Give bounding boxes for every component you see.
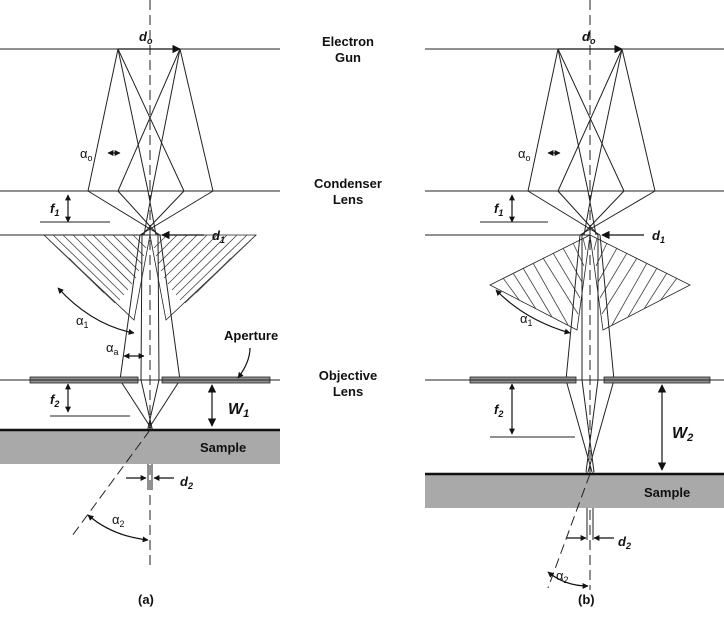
alpha-1-label-a: α1 (76, 313, 89, 330)
d2-label-b: d2 (618, 534, 631, 551)
alpha-o-label-a: αo (80, 146, 93, 163)
electron-gun-label-line2: Gun (335, 50, 361, 65)
aperture-leader (237, 347, 251, 379)
sample-block (0, 430, 280, 464)
d1-label-b: d1 (652, 228, 665, 245)
f1-label-a: f1 (50, 201, 59, 218)
d2-label-a: d2 (180, 474, 193, 491)
alpha-1-label-b: α1 (520, 311, 533, 328)
alpha-1-arc-b (495, 289, 571, 335)
panel-b: do αo f1 d1 α1 f2 W2 Sample d2 α2 (b) (425, 0, 724, 607)
alpha-2-label-b: α2 (556, 568, 569, 585)
condenser-rays (87, 48, 214, 236)
condenser-rays-b (527, 48, 656, 236)
d-o-label-b: do (582, 29, 596, 46)
alpha-a-label-a: αa (106, 340, 119, 357)
caption-a: (a) (138, 592, 154, 607)
aperture-label: Aperture (224, 328, 278, 343)
objective-rays-b (565, 234, 615, 540)
alpha-2-arc-b (547, 571, 589, 589)
objective-rays (119, 234, 181, 490)
objective-lens-label-line2: Lens (333, 384, 363, 399)
electron-gun-label-line1: Electron (322, 34, 374, 49)
sample-label-b: Sample (644, 485, 690, 500)
alpha-2-arc (87, 514, 149, 543)
d-o-label-a: do (139, 29, 153, 46)
w-label-b: W2 (672, 425, 693, 444)
w-label-a: W1 (228, 401, 249, 420)
alpha-o-label-b: αo (518, 146, 531, 163)
center-labels: Electron Gun Condenser Lens Objective Le… (314, 34, 382, 399)
d1-label-a: d1 (212, 228, 225, 245)
f2-label-a: f2 (50, 392, 59, 409)
alpha-2-label-a: α2 (112, 512, 125, 529)
condenser-lens-label-line2: Lens (333, 192, 363, 207)
caption-b: (b) (578, 592, 595, 607)
objective-lens-label-line1: Objective (319, 368, 378, 383)
alpha-2-dashed-ray (71, 429, 151, 537)
alpha-2-dashed-ray-b (547, 473, 591, 589)
sample-block-b (425, 474, 724, 508)
condenser-lens-label-line1: Condenser (314, 176, 382, 191)
alpha-1-arc (57, 287, 135, 335)
f2-label-b: f2 (494, 402, 503, 419)
sample-label-a: Sample (200, 440, 246, 455)
panel-a: do αo f1 d1 α1 αa Aperture f2 W1 Sample … (0, 0, 280, 607)
f1-label-b: f1 (494, 201, 503, 218)
